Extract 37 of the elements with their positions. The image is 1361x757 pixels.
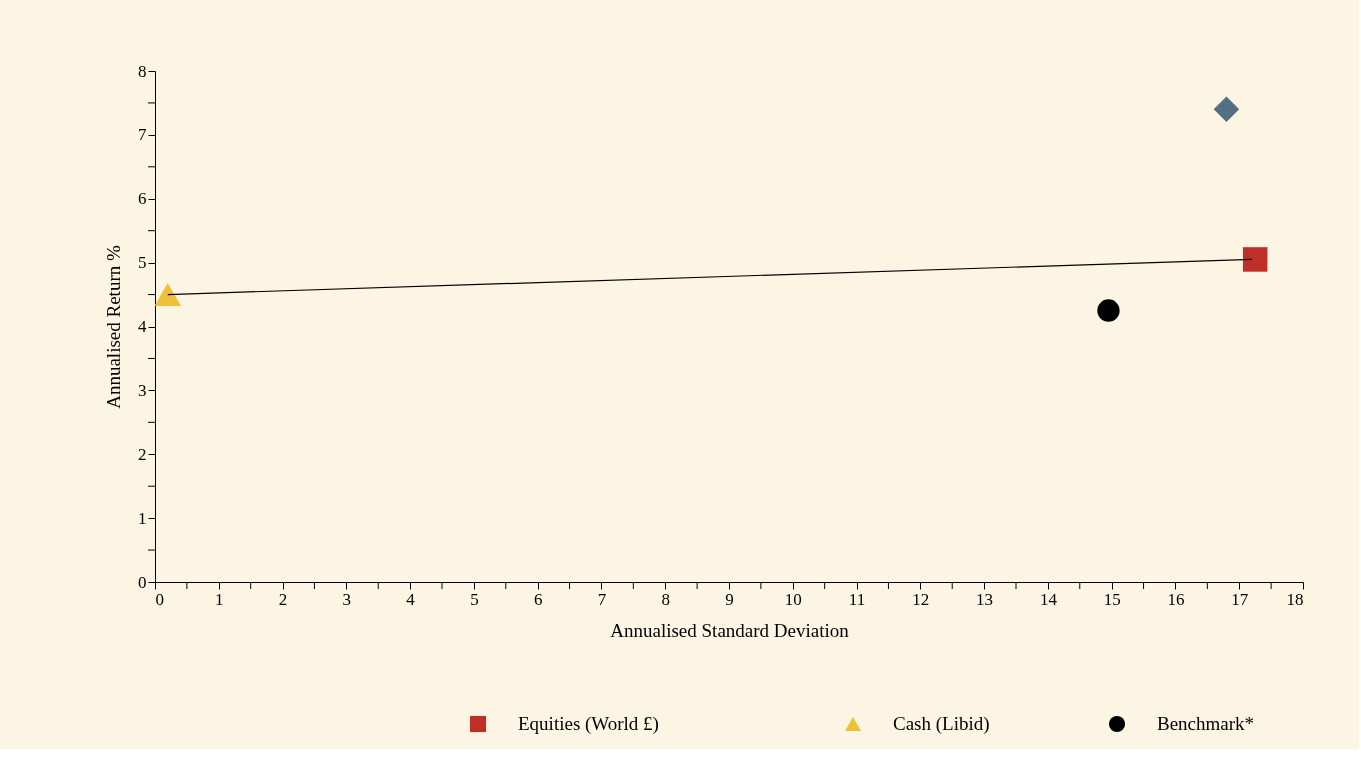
y-tick-label: 6 — [138, 189, 147, 209]
x-tick-label: 6 — [533, 589, 543, 609]
x-tick-label: 17 — [1231, 589, 1249, 609]
x-tick-label: 7 — [597, 589, 607, 609]
y-tick-label: 5 — [138, 253, 147, 273]
y-tick-label: 3 — [138, 380, 147, 400]
x-tick-label: 1 — [215, 589, 224, 609]
point — [1242, 247, 1268, 272]
point — [1097, 299, 1120, 322]
y-tick-label: 4 — [138, 317, 147, 336]
y-tick-label: 8 — [138, 61, 147, 81]
point — [154, 283, 181, 307]
legend-label: Cash (Libid) — [893, 713, 990, 735]
y-tick-label: 1 — [138, 508, 147, 528]
x-tick-label: 0 — [155, 589, 164, 609]
y-axis-title: Annualised Return % — [103, 245, 124, 409]
x-tick-label: 11 — [848, 589, 866, 609]
y-tick-label: 0 — [138, 572, 147, 592]
x-tick-label: 10 — [784, 589, 802, 609]
x-tick-label: 8 — [661, 589, 670, 609]
x-tick-label: 15 — [1103, 589, 1121, 609]
x-axis-title: Annualised Standard Deviation — [610, 619, 850, 641]
x-tick-label: 18 — [1286, 589, 1304, 609]
x-tick-label: 5 — [470, 589, 479, 609]
legend-label: Equities (World £) — [518, 713, 659, 735]
x-tick-label: 12 — [912, 589, 930, 609]
point — [1213, 96, 1240, 123]
y-tick-label: 2 — [138, 444, 147, 464]
x-tick-label: 9 — [725, 589, 734, 609]
x-tick-label: 16 — [1167, 589, 1185, 609]
x-tick-label: 3 — [342, 589, 352, 609]
y-tick-label: 7 — [138, 125, 147, 145]
x-tick-label: 4 — [406, 589, 416, 609]
legend-label: Benchmark* — [1157, 713, 1255, 734]
x-tick-label: 13 — [976, 589, 994, 609]
x-tick-label: 14 — [1039, 589, 1058, 609]
x-tick-label: 2 — [278, 589, 288, 609]
